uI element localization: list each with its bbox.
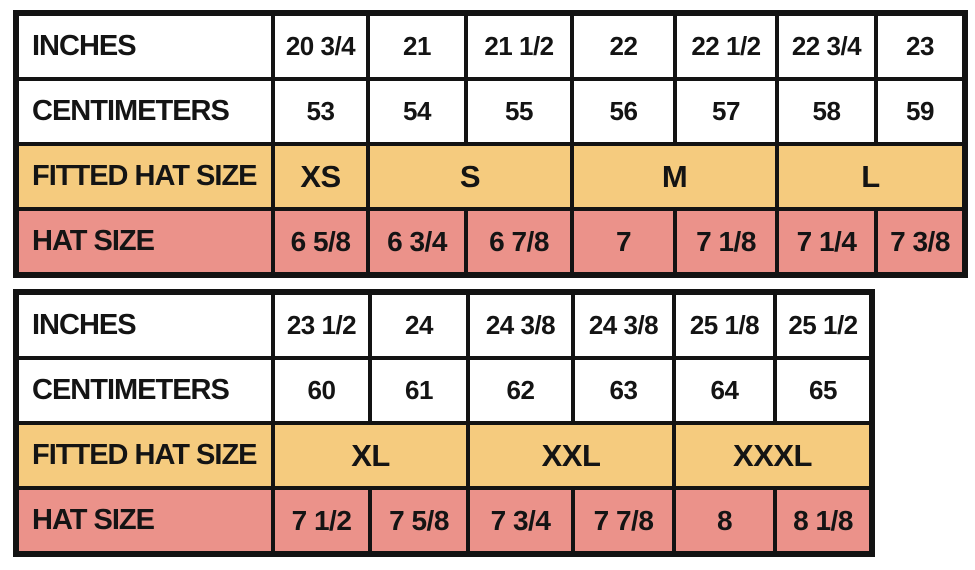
hat-size-value-cell: 7 1/8 — [673, 207, 779, 277]
centimeters-value-cell: 54 — [366, 77, 468, 146]
hat-size-value-cell: 7 3/4 — [466, 486, 575, 556]
centimeters-value-cell: 59 — [874, 77, 967, 146]
hat-size-value-cell: 8 — [672, 486, 777, 556]
fitted-hat-size-value-cell: XL — [271, 421, 470, 490]
fitted-hat-size-value-cell: XS — [271, 142, 370, 211]
hat-size-row-label: HAT SIZE — [14, 207, 275, 277]
inches-value-cell: 22 — [570, 11, 677, 81]
inches-row-label: INCHES — [14, 290, 275, 360]
inches-value-cell: 23 — [874, 11, 967, 81]
centimeters-value-cell: 62 — [466, 356, 575, 425]
centimeters-value-cell: 55 — [464, 77, 574, 146]
centimeters-value-cell: 58 — [775, 77, 878, 146]
hat-size-value-cell: 7 — [570, 207, 677, 277]
fitted-hat-size-value-cell: L — [775, 142, 967, 211]
table-row: CENTIMETERS 53 54 55 56 57 58 59 — [14, 77, 967, 146]
inches-value-cell: 25 1/8 — [672, 290, 777, 360]
inches-value-cell: 24 3/8 — [571, 290, 676, 360]
hat-size-table-xs-to-l: INCHES 20 3/4 21 21 1/2 22 22 1/2 22 3/4 23 CENT… — [13, 10, 968, 278]
hat-size-value-cell: 7 3/8 — [874, 207, 967, 277]
table-row: INCHES 20 3/4 21 21 1/2 22 22 1/2 22 3/4 23 — [14, 11, 967, 81]
centimeters-value-cell: 53 — [271, 77, 370, 146]
centimeters-value-cell: 63 — [571, 356, 676, 425]
inches-value-cell: 25 1/2 — [773, 290, 874, 360]
table-row: FITTED HAT SIZE XS S M L — [14, 142, 967, 211]
centimeters-value-cell: 65 — [773, 356, 874, 425]
centimeters-value-cell: 57 — [673, 77, 779, 146]
centimeters-row-label: CENTIMETERS — [14, 356, 275, 425]
hat-size-value-cell: 6 5/8 — [271, 207, 370, 277]
centimeters-value-cell: 61 — [368, 356, 470, 425]
fitted-hat-size-value-cell: S — [366, 142, 574, 211]
inches-value-cell: 22 3/4 — [775, 11, 878, 81]
hat-size-value-cell: 6 3/4 — [366, 207, 468, 277]
hat-size-value-cell: 7 5/8 — [368, 486, 470, 556]
hat-size-value-cell: 8 1/8 — [773, 486, 874, 556]
inches-value-cell: 23 1/2 — [271, 290, 372, 360]
hat-size-table-xl-to-xxxl: INCHES 23 1/2 24 24 3/8 24 3/8 25 1/8 25 1/2 CE… — [13, 289, 875, 557]
centimeters-value-cell: 64 — [672, 356, 777, 425]
table-row: HAT SIZE 6 5/8 6 3/4 6 7/8 7 7 1/8 7 1/4 7 3/8 — [14, 207, 967, 277]
inches-value-cell: 22 1/2 — [673, 11, 779, 81]
fitted-hat-size-row-label: FITTED HAT SIZE — [14, 142, 275, 211]
inches-row-label: INCHES — [14, 11, 275, 81]
centimeters-value-cell: 60 — [271, 356, 372, 425]
centimeters-row-label: CENTIMETERS — [14, 77, 275, 146]
inches-value-cell: 24 3/8 — [466, 290, 575, 360]
fitted-hat-size-value-cell: M — [570, 142, 779, 211]
fitted-hat-size-value-cell: XXL — [466, 421, 676, 490]
inches-value-cell: 21 — [366, 11, 468, 81]
hat-size-value-cell: 7 1/2 — [271, 486, 372, 556]
inches-value-cell: 21 1/2 — [464, 11, 574, 81]
table-row: HAT SIZE 7 1/2 7 5/8 7 3/4 7 7/8 8 8 1/8 — [14, 486, 874, 556]
table-row: INCHES 23 1/2 24 24 3/8 24 3/8 25 1/8 25 1/2 — [14, 290, 874, 360]
hat-size-value-cell: 7 1/4 — [775, 207, 878, 277]
inches-value-cell: 24 — [368, 290, 470, 360]
fitted-hat-size-row-label: FITTED HAT SIZE — [14, 421, 275, 490]
hat-size-value-cell: 7 7/8 — [571, 486, 676, 556]
fitted-hat-size-value-cell: XXXL — [672, 421, 874, 490]
inches-value-cell: 20 3/4 — [271, 11, 370, 81]
table-row: CENTIMETERS 60 61 62 63 64 65 — [14, 356, 874, 425]
hat-size-row-label: HAT SIZE — [14, 486, 275, 556]
hat-size-value-cell: 6 7/8 — [464, 207, 574, 277]
table-row: FITTED HAT SIZE XL XXL XXXL — [14, 421, 874, 490]
centimeters-value-cell: 56 — [570, 77, 677, 146]
